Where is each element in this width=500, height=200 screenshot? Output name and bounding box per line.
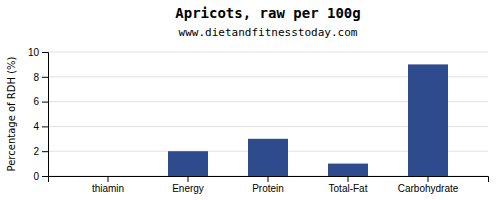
- y-tick-label: 0: [33, 171, 39, 182]
- x-tick: Protein: [252, 176, 284, 194]
- y-axis-label: Percentage of RDH (%): [6, 56, 17, 171]
- y-tick-mark: [42, 102, 48, 103]
- grid: [48, 52, 488, 176]
- y-tick: 0: [33, 171, 48, 182]
- x-tick-mark: [108, 176, 109, 182]
- x-tick-label: Energy: [172, 183, 204, 194]
- x-tick: Total-Fat: [329, 176, 368, 194]
- subtitle: www.dietandfitnesstoday.com: [179, 26, 358, 39]
- bar: [88, 176, 128, 177]
- x-tick-mark: [188, 176, 189, 182]
- grid-line: [48, 52, 488, 53]
- bar: [328, 164, 368, 176]
- y-axis: 0 2 4 6 8 10: [28, 47, 49, 182]
- y-tick-mark: [42, 52, 48, 53]
- y-tick-label: 2: [33, 146, 39, 157]
- y-tick: 8: [33, 72, 48, 83]
- y-axis-line: [42, 53, 49, 177]
- x-tick: Carbohydrate: [398, 176, 459, 194]
- y-tick-mark: [42, 151, 48, 152]
- x-axis-line: [49, 177, 489, 183]
- x-tick: Energy: [172, 176, 204, 194]
- title: Apricots, raw per 100g: [175, 5, 360, 21]
- plot: thiamin Energy Protein Total-Fat Carbohydrat…: [28, 47, 489, 194]
- bars: [168, 64, 448, 176]
- bar: [248, 139, 288, 176]
- y-tick-mark: [42, 176, 48, 177]
- x-axis: thiamin Energy Protein Total-Fat Carbohydrat…: [49, 176, 489, 194]
- x-tick-label: Protein: [252, 183, 284, 194]
- y-tick-label: 4: [33, 121, 39, 132]
- x-tick: thiamin: [92, 176, 124, 194]
- x-tick-label: thiamin: [92, 183, 124, 194]
- y-tick: 10: [28, 47, 48, 58]
- y-tick-mark: [42, 77, 48, 78]
- x-tick-mark: [428, 176, 429, 182]
- y-tick: 2: [33, 146, 48, 157]
- y-tick-label: 10: [28, 47, 40, 58]
- x-tick-label: Carbohydrate: [398, 183, 459, 194]
- bar: [408, 64, 448, 176]
- x-tick-label: Total-Fat: [329, 183, 368, 194]
- y-tick-label: 6: [33, 96, 39, 107]
- bar: [168, 151, 208, 176]
- chart: Apricots, raw per 100g www.dietandfitness…: [0, 0, 500, 200]
- y-tick: 4: [33, 121, 48, 132]
- y-tick-mark: [42, 126, 48, 127]
- y-tick: 6: [33, 96, 48, 107]
- x-tick-mark: [268, 176, 269, 182]
- y-tick-label: 8: [33, 72, 39, 83]
- x-tick-mark: [348, 176, 349, 182]
